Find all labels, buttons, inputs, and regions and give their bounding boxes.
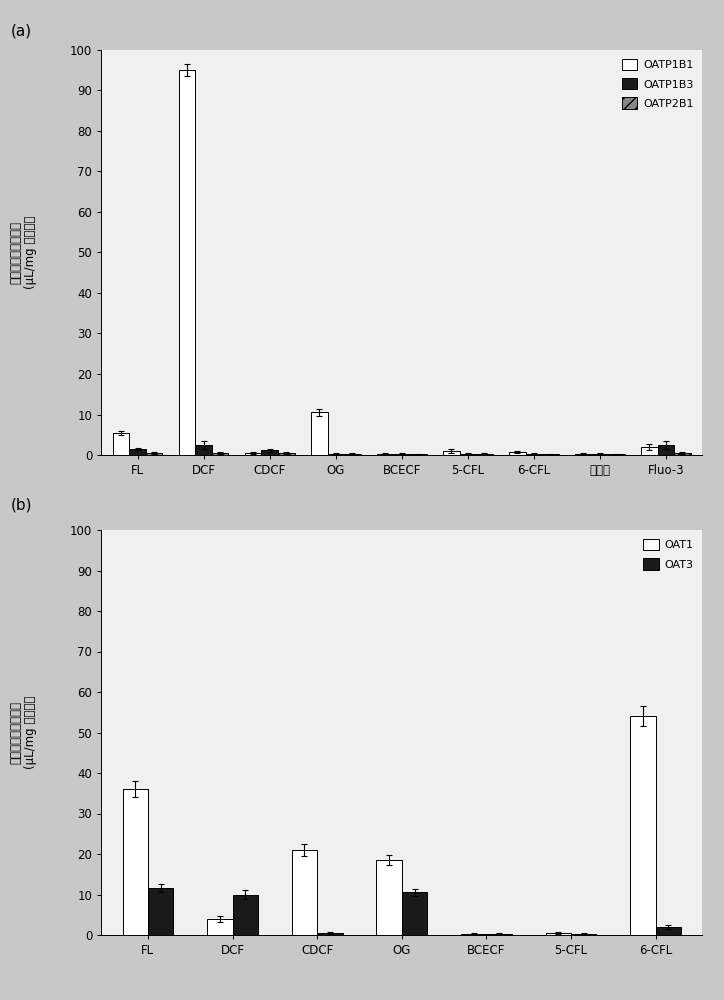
Legend: OAT1, OAT3: OAT1, OAT3 bbox=[640, 536, 696, 573]
Bar bbox=[245, 453, 261, 455]
Text: (a): (a) bbox=[11, 23, 32, 38]
Bar bbox=[317, 933, 342, 935]
Bar bbox=[657, 445, 674, 455]
Bar bbox=[179, 70, 195, 455]
Bar bbox=[377, 454, 394, 455]
Bar bbox=[546, 933, 571, 935]
Bar bbox=[571, 934, 597, 935]
Bar bbox=[656, 927, 681, 935]
Bar bbox=[148, 888, 173, 935]
Bar bbox=[402, 892, 427, 935]
Text: 荧光素化合物的吸收
(μL/mg 蛋白质）: 荧光素化合物的吸收 (μL/mg 蛋白质） bbox=[9, 696, 37, 769]
Bar bbox=[278, 453, 295, 455]
Bar bbox=[344, 454, 361, 455]
Bar bbox=[113, 433, 130, 455]
Text: (b): (b) bbox=[11, 498, 33, 513]
Bar bbox=[130, 449, 146, 455]
Bar bbox=[195, 445, 212, 455]
Bar bbox=[327, 454, 344, 455]
Bar bbox=[631, 716, 656, 935]
Bar bbox=[376, 860, 402, 935]
Bar bbox=[443, 451, 460, 455]
Bar bbox=[526, 454, 542, 455]
Bar bbox=[311, 412, 327, 455]
Bar bbox=[122, 789, 148, 935]
Bar bbox=[487, 934, 512, 935]
Bar bbox=[674, 453, 691, 455]
Bar bbox=[292, 850, 317, 935]
Bar bbox=[261, 450, 278, 455]
Bar bbox=[461, 934, 487, 935]
Text: 荧光素化合物的吸收
(μL/mg 蛋白质）: 荧光素化合物的吸收 (μL/mg 蛋白质） bbox=[9, 216, 37, 289]
Legend: OATP1B1, OATP1B3, OATP2B1: OATP1B1, OATP1B3, OATP2B1 bbox=[618, 56, 696, 112]
Bar bbox=[146, 453, 162, 455]
Bar bbox=[207, 919, 232, 935]
Bar bbox=[394, 454, 410, 455]
Bar bbox=[212, 453, 229, 455]
Bar bbox=[641, 447, 657, 455]
Bar bbox=[476, 454, 492, 455]
Bar bbox=[509, 452, 526, 455]
Bar bbox=[232, 894, 258, 935]
Bar bbox=[460, 454, 476, 455]
Bar bbox=[592, 454, 608, 455]
